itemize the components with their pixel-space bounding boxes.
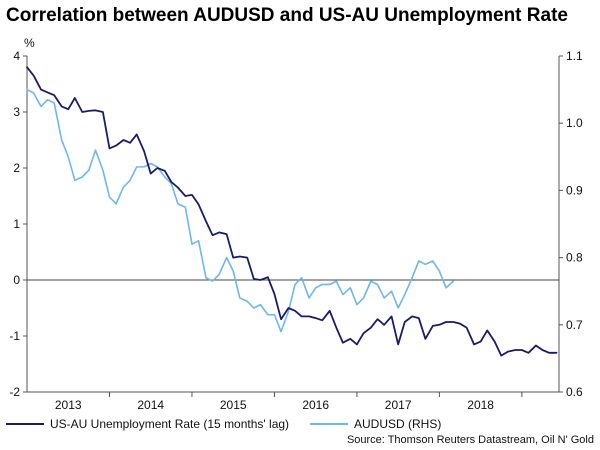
- source-note: Source: Thomson Reuters Datastream, Oil …: [347, 434, 594, 446]
- left-tick-label: 0: [13, 273, 20, 287]
- right-tick-label: 0.7: [566, 318, 583, 332]
- legend-label-audusd: AUDUSD (RHS): [354, 417, 441, 431]
- series-line-unemployment: [26, 66, 558, 357]
- x-tick-label: 2017: [385, 398, 412, 412]
- right-tick-label: 0.8: [566, 251, 583, 265]
- left-tick-label: 1: [13, 217, 20, 231]
- x-tick-label: 2013: [55, 398, 82, 412]
- right-tick-label: 1.1: [566, 49, 583, 63]
- x-tick-label: 2018: [467, 398, 494, 412]
- legend: US-AU Unemployment Rate (15 months' lag)…: [6, 417, 441, 431]
- left-tick-label: 4: [13, 49, 20, 63]
- left-tick-label: -1: [9, 329, 20, 343]
- left-tick-label: 2: [13, 161, 20, 175]
- x-tick-label: 2016: [302, 398, 329, 412]
- x-tick-label: 2015: [220, 398, 247, 412]
- left-tick-label: -2: [9, 385, 20, 399]
- plot-area: -2 -1 0 1 2 3 4 0.6 0.7 0.8 0.9 1.0 1.1 2013 2014 2015 2…: [9, 49, 583, 412]
- right-tick-label: 1.0: [566, 116, 583, 130]
- left-tick-label: 3: [13, 105, 20, 119]
- legend-label-unemployment: US-AU Unemployment Rate (15 months' lag): [50, 417, 289, 431]
- chart-title: Correlation between AUDUSD and US-AU Une…: [6, 5, 568, 26]
- right-tick-label: 0.9: [566, 183, 583, 197]
- x-tick-label: 2014: [137, 398, 164, 412]
- series-line-audusd: [26, 88, 455, 333]
- left-axis-unit: %: [24, 36, 35, 50]
- right-tick-label: 0.6: [566, 385, 583, 399]
